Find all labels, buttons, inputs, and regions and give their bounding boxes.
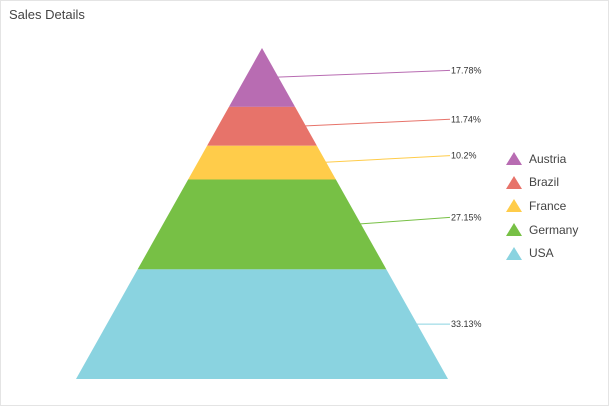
legend-marker-brazil (506, 175, 522, 189)
legend-marker-austria (506, 152, 522, 166)
legend-item-austria[interactable]: Austria (506, 147, 578, 171)
data-label-austria: 17.78% (451, 65, 482, 75)
connector-line-brazil (297, 118, 451, 127)
pyramid-segment-usa[interactable] (76, 269, 448, 379)
legend-item-germany[interactable]: Germany (506, 218, 578, 242)
data-label-brazil: 11.74% (451, 114, 481, 124)
connector-line-france (318, 155, 451, 164)
legend-item-usa[interactable]: USA (506, 241, 578, 265)
legend-item-france[interactable]: France (506, 194, 578, 218)
data-label-germany: 27.15% (451, 212, 482, 222)
legend-item-brazil[interactable]: Brazil (506, 171, 578, 195)
legend-label-usa: USA (529, 246, 554, 261)
data-label-usa: 33.13% (451, 319, 482, 329)
chart-legend: Austria Brazil France Germany USA (506, 147, 578, 265)
data-label-france: 10.2% (451, 151, 477, 161)
pyramid-segment-germany[interactable] (137, 179, 387, 270)
legend-marker-france (506, 199, 522, 213)
legend-marker-usa (506, 246, 522, 260)
legend-label-france: France (529, 198, 567, 213)
connector-line-austria (270, 69, 451, 78)
legend-label-brazil: Brazil (529, 175, 560, 190)
pyramid-segment-france[interactable] (188, 145, 336, 180)
pyramid-segment-brazil[interactable] (207, 106, 317, 146)
legend-label-austria: Austria (529, 151, 567, 166)
legend-label-germany: Germany (529, 222, 579, 237)
connector-line-germany (353, 216, 451, 225)
legend-marker-germany (506, 223, 522, 237)
pyramid-segment-austria[interactable] (228, 48, 296, 107)
chart-title: Sales Details (9, 7, 85, 22)
